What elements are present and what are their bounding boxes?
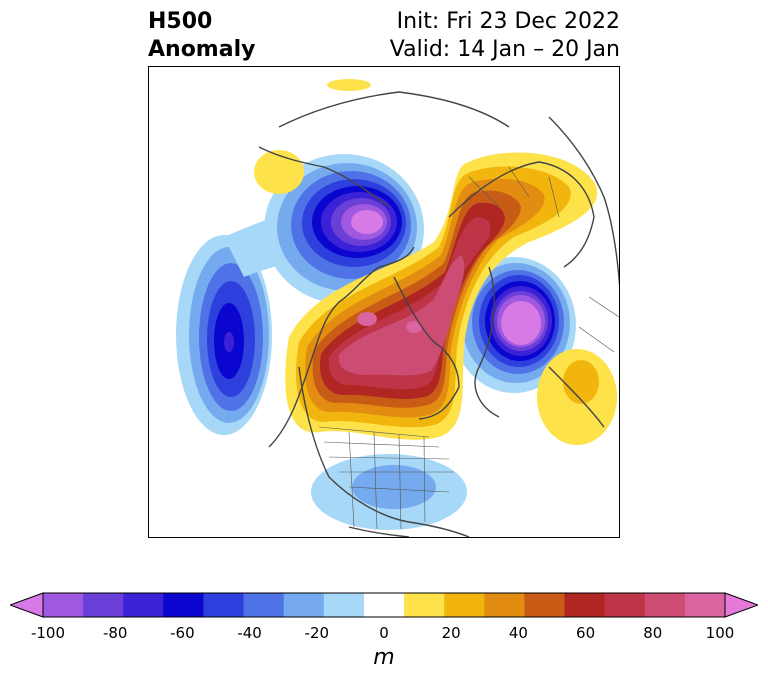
colorbar-segment <box>564 593 606 617</box>
colorbar-segment <box>484 593 525 617</box>
colorbar-tick-label: -20 <box>304 624 330 642</box>
colorbar-segment <box>323 593 365 617</box>
political-borders <box>318 166 619 530</box>
colorbar-segment <box>163 593 204 617</box>
colorbar <box>10 592 758 618</box>
polar-positive-anomaly <box>285 152 598 440</box>
colorbar-segment <box>43 593 84 617</box>
map-panel <box>148 66 620 538</box>
title-line-2: Anomaly <box>148 37 256 62</box>
colorbar-high-outline <box>724 592 758 618</box>
init-time: Init: Fri 23 Dec 2022 <box>396 9 620 34</box>
units-label: m <box>373 645 395 670</box>
map-title: H500 Anomaly <box>148 8 255 64</box>
colorbar-tick-label: 0 <box>379 624 389 642</box>
colorbar-tick-label: 60 <box>576 624 596 642</box>
colorbar-low-outline <box>10 592 44 618</box>
colorbar-tick-label: -80 <box>102 624 128 642</box>
colorbar-segment <box>404 593 445 617</box>
colorbar-tick-label: -100 <box>30 624 66 642</box>
coastlines <box>258 91 619 537</box>
valid-range: Valid: 14 Jan – 20 Jan <box>389 37 620 62</box>
colorbar-segment <box>684 593 726 617</box>
colorbar-segment <box>203 593 245 617</box>
colorbar-segment <box>604 593 646 617</box>
run-info: Init: Fri 23 Dec 2022 Valid: 14 Jan – 20… <box>390 8 620 64</box>
colorbar-tick-label: 40 <box>508 624 528 642</box>
colorbar-segment <box>243 593 285 617</box>
minor-positive-anomalies <box>254 79 617 445</box>
colorbar-segment <box>644 593 686 617</box>
colorbar-segment <box>83 593 124 617</box>
colorbar-segment <box>444 593 485 617</box>
colorbar-segment <box>363 593 405 617</box>
colorbar-tick-label: -60 <box>170 624 195 642</box>
colorbar-segment <box>524 593 566 617</box>
colorbar-tick-label: -40 <box>237 624 262 642</box>
colorbar-tick-label: 80 <box>643 624 663 642</box>
colorbar-segment <box>283 593 325 617</box>
title-line-1: H500 <box>148 9 213 34</box>
colorbar-tick-label: 100 <box>705 624 735 642</box>
colorbar-segments <box>43 593 726 617</box>
us-negative-anomaly <box>311 454 467 530</box>
colorbar-segment <box>123 593 164 617</box>
colorbar-extend-low <box>10 593 43 617</box>
anomaly-map <box>149 67 619 537</box>
colorbar-tick-label: 20 <box>441 624 461 642</box>
colorbar-extend-high <box>725 593 758 617</box>
arctic-negative-anomaly <box>264 154 424 304</box>
